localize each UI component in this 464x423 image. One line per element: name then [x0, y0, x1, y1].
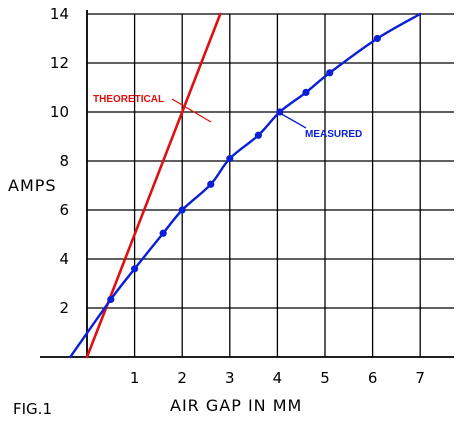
measured-line [69, 12, 422, 359]
x-axis-label: AIR GAP IN MM [170, 396, 302, 415]
measured-point-4 [207, 180, 215, 188]
grid [87, 13, 454, 357]
x-tick-label-4: 4 [273, 369, 283, 387]
x-tick-label-1: 1 [130, 369, 140, 387]
y-tick-label-14: 14 [50, 5, 69, 23]
measured-point-2 [159, 229, 167, 237]
measured-point-9 [326, 69, 334, 77]
figure-label: FIG.1 [13, 400, 52, 418]
measured-point-3 [178, 206, 186, 214]
x-tick-label-2: 2 [177, 369, 187, 387]
measured-point-10 [373, 34, 381, 43]
y-tick-label-8: 8 [59, 152, 69, 170]
measured-leader-line [277, 111, 307, 129]
measured-point-1 [131, 265, 139, 273]
y-tick-label-2: 2 [59, 299, 69, 317]
x-tick-label-3: 3 [225, 369, 235, 387]
y-axis-label: AMPS [8, 176, 57, 195]
series-layer [69, 12, 422, 359]
y-tick-label-6: 6 [59, 201, 69, 219]
y-tick-label-4: 4 [59, 250, 69, 268]
measured-point-6 [254, 131, 262, 139]
y-tick-label-10: 10 [50, 103, 69, 121]
x-tick-label-6: 6 [368, 369, 378, 387]
y-tick-label-12: 12 [50, 54, 69, 72]
measured-point-0 [107, 295, 115, 304]
x-tick-label-5: 5 [320, 369, 330, 387]
measured-legend-label: MEASURED [305, 129, 362, 140]
axes [40, 10, 454, 358]
measured-point-8 [302, 88, 310, 96]
measured-point-5 [226, 154, 234, 163]
annotations: THEORETICAL MEASURED [93, 94, 362, 140]
x-tick-label-7: 7 [415, 369, 425, 387]
theoretical-leader-line [171, 98, 212, 123]
theoretical-legend-label: THEORETICAL [93, 94, 164, 105]
